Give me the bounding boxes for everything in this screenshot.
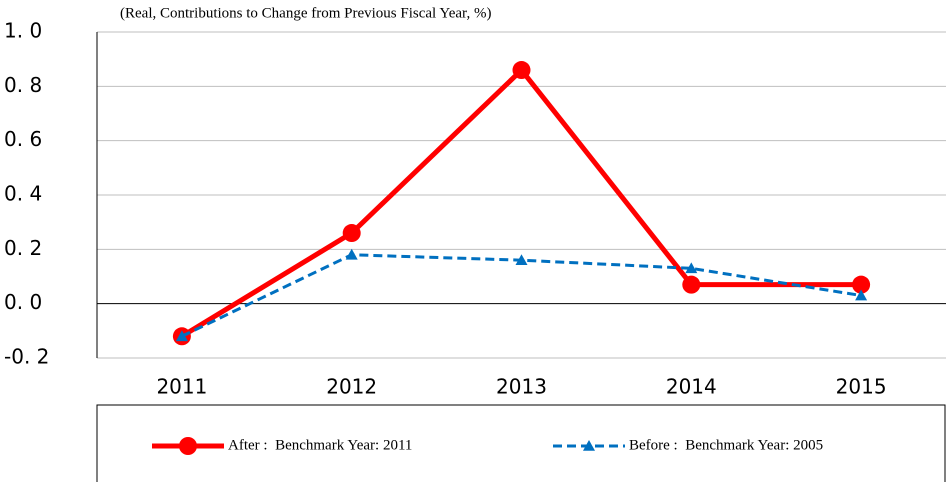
legend-label: After : Benchmark Year: 2011 [228, 437, 412, 453]
point [345, 248, 358, 260]
point [852, 275, 871, 294]
point [515, 254, 528, 265]
y-tick-label: 0. 8 [4, 73, 42, 97]
legend-box [96, 404, 946, 482]
legend-marker [179, 437, 197, 455]
legend-marker [583, 440, 595, 451]
point [682, 275, 701, 294]
y-tick-label: -0. 2 [4, 345, 49, 369]
y-tick-label: 0. 0 [4, 290, 42, 314]
y-tick-label: 0. 2 [4, 236, 42, 260]
legend-label: Before : Benchmark Year: 2005 [629, 437, 823, 453]
x-tick-label: 2012 [326, 375, 377, 399]
point [512, 61, 531, 80]
y-tick-label: 0. 6 [4, 127, 42, 151]
point [855, 289, 868, 301]
x-tick-label: 2015 [836, 375, 887, 399]
x-tick-label: 2013 [496, 375, 547, 399]
series-line [181, 253, 862, 338]
chart-subtitle: (Real, Contributions to Change from Prev… [120, 5, 491, 21]
x-tick-label: 2011 [156, 375, 207, 399]
series-line [180, 66, 862, 339]
point [685, 262, 698, 274]
y-tick-label: 1. 0 [4, 19, 42, 43]
y-tick-label: 0. 4 [4, 182, 42, 206]
x-tick-label: 2014 [666, 375, 717, 399]
point [175, 330, 188, 342]
point [342, 224, 361, 243]
